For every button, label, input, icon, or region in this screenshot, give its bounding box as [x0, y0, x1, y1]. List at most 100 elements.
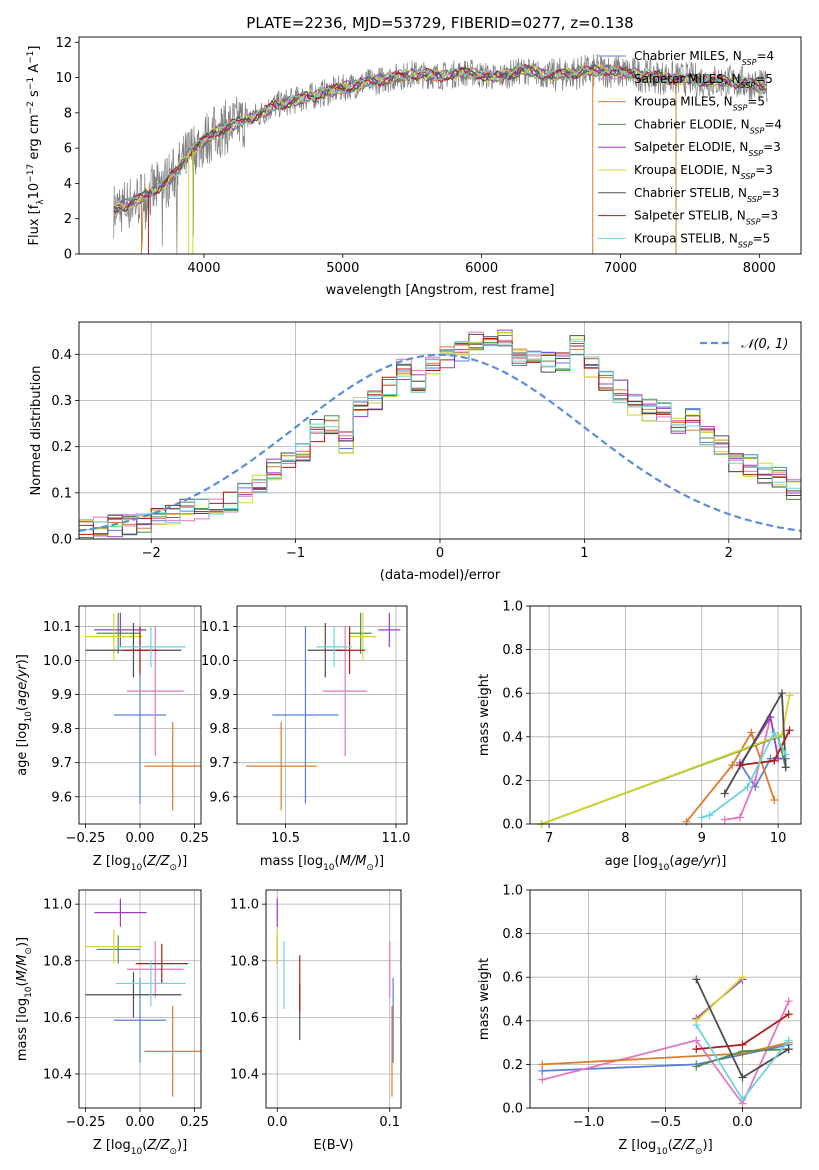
- model-line-salpeter_stelib: [113, 63, 768, 214]
- y-tick-label: 0.4: [502, 1014, 523, 1029]
- x-axis-label-part: 10: [323, 863, 335, 873]
- legend-label-part: =5: [755, 72, 773, 86]
- y-axis-label-part: 10: [27, 183, 42, 200]
- x-axis-label: age [log10(age/yr)]: [605, 854, 727, 873]
- y-axis-label-part: (: [15, 706, 30, 711]
- weight-marker-kroupa_elodie: [738, 973, 747, 982]
- legend-label-part: =5: [747, 95, 765, 109]
- y-tick-label: 0.2: [51, 440, 72, 455]
- x-tick-label: 10: [770, 831, 787, 846]
- y-axis-label-part: ⊙: [24, 947, 34, 955]
- legend-label-sub: SSP: [746, 217, 761, 226]
- legend-label-part: =4: [764, 117, 782, 131]
- y-tick-label: 0.8: [502, 927, 523, 942]
- legend-label-sub: SSP: [747, 194, 762, 203]
- legend-label-sub: SSP: [741, 172, 756, 181]
- x-tick-label: 0: [436, 546, 444, 561]
- y-tick-label: 9.9: [209, 688, 230, 703]
- weight-line-salpeter_miles: [724, 716, 772, 821]
- x-axis-label-part: ⊙: [169, 863, 177, 873]
- y-axis-label-part: −17: [26, 164, 36, 183]
- panel-7: −1.0 −0.5 0.0 0.0 0.2 0.4 0.6 0.8 1.0 Z [log10(Z/…: [477, 884, 802, 1157]
- y-axis-label: mass [log10(M/M⊙)]: [15, 937, 34, 1061]
- x-tick-label: 7000: [604, 261, 637, 276]
- axes-frame: [529, 889, 802, 1109]
- x-tick-label: 4000: [187, 261, 220, 276]
- x-tick-label: 0.0: [267, 1115, 288, 1130]
- y-tick-label: 2: [64, 212, 72, 227]
- x-axis-label-part: age/yr: [674, 854, 717, 869]
- x-axis-label-part: mass [log: [260, 854, 323, 869]
- legend-label: 𝒩(0, 1): [741, 337, 788, 352]
- x-tick-label: 0.1: [379, 1115, 400, 1130]
- x-axis-label-part: 10: [658, 863, 670, 873]
- y-axis-label-part: (: [15, 981, 30, 986]
- weight-marker-salpeter_stelib: [785, 726, 794, 735]
- weight-marker-chabrier_stelib: [777, 689, 786, 698]
- weight-marker-chabrier_elodie: [692, 1062, 701, 1071]
- axes-frame: [236, 605, 408, 825]
- y-axis-label-part: 10: [24, 986, 34, 998]
- y-tick-label: 0.2: [502, 774, 523, 789]
- axes-frame: [78, 321, 802, 540]
- x-axis-label-part: (: [669, 854, 674, 869]
- weight-marker-kroupa_stelib: [743, 782, 752, 791]
- y-tick-label: 4: [64, 177, 72, 192]
- weight-marker-kroupa_stelib: [770, 728, 779, 737]
- x-tick-label: 11.0: [381, 831, 410, 846]
- x-axis-label-part: )]: [703, 1138, 713, 1153]
- legend-label-sub: SSP: [741, 80, 756, 89]
- panel-6: 0.0 0.1 10.4 10.6 10.8 11.0 E(B-V): [230, 889, 402, 1153]
- weight-marker-salpeter_stelib: [770, 756, 779, 765]
- weight-marker-kroupa_miles: [538, 1060, 547, 1069]
- x-axis-label: E(B-V): [313, 1138, 353, 1153]
- y-tick-label: 10.4: [43, 1068, 72, 1083]
- x-tick-label: 8: [621, 831, 629, 846]
- panel-0: 4000 5000 6000 7000 8000 0 2 4 6 8 10 12 PLATE=2236,…: [26, 14, 802, 298]
- legend-label: Chabrier STELIB, NSSP=3: [634, 186, 779, 204]
- y-axis-label: Normed distribution: [29, 366, 44, 496]
- legend-label-part: Kroupa STELIB, N: [634, 231, 738, 245]
- panel-3: 10.5 11.0 9.6 9.7 9.8 9.9 10.0 10.1 mass [log10(…: [201, 605, 410, 873]
- model-line-kroupa_stelib: [113, 64, 768, 216]
- model-line-chabrier_stelib: [113, 64, 768, 212]
- weight-marker-salpeter_miles: [538, 1075, 547, 1084]
- weight-marker-kroupa_miles: [747, 728, 756, 737]
- y-tick-label: 0.2: [502, 1058, 523, 1073]
- y-axis-label: age [log10(age/yr)]: [15, 654, 34, 776]
- x-axis-label: Z [log10(Z/Z⊙)]: [618, 1138, 712, 1157]
- histograms: [79, 329, 801, 539]
- axes-frame: [265, 889, 402, 1109]
- y-tick-label: 0.8: [502, 643, 523, 658]
- x-tick-label: −1.0: [573, 1115, 605, 1130]
- axes-frame: [529, 605, 802, 825]
- weight-marker-salpeter_stelib: [735, 761, 744, 770]
- x-tick-label: 5000: [326, 261, 359, 276]
- y-tick-label: 0.3: [51, 394, 72, 409]
- y-tick-label: 10.6: [230, 1011, 259, 1026]
- y-tick-label: 9.8: [209, 722, 230, 737]
- weight-marker-chabrier_stelib: [781, 763, 790, 772]
- model-line-chabrier_elodie: [113, 63, 768, 213]
- legend-label-sub: SSP: [750, 126, 765, 135]
- x-tick-label: 0.00: [126, 1115, 155, 1130]
- x-axis-label: wavelength [Angstrom, rest frame]: [326, 283, 555, 298]
- x-tick-label: 7: [545, 831, 553, 846]
- y-tick-label: 8: [64, 106, 72, 121]
- x-axis-label-part: ⊙: [695, 1147, 703, 1157]
- y-axis-label-part: mass [log: [15, 998, 30, 1061]
- weight-marker-salpeter_miles: [720, 815, 729, 824]
- y-tick-label: 1.0: [502, 600, 523, 615]
- hist-chabrier_stelib: [79, 333, 801, 539]
- legend-label-part: Kroupa ELODIE, N: [634, 163, 741, 177]
- y-tick-label: 9.7: [209, 756, 230, 771]
- x-axis-label-part: (: [668, 1138, 673, 1153]
- axes-frame: [78, 36, 802, 255]
- legend-label-part: =3: [760, 209, 778, 223]
- x-axis-label-part: age [log: [605, 854, 658, 869]
- weight-marker-salpeter_stelib: [784, 1010, 793, 1019]
- legend-label-part: Kroupa MILES, N: [634, 95, 733, 109]
- x-axis-label-part: Z [log: [93, 1138, 131, 1153]
- x-tick-label: −1: [286, 546, 305, 561]
- x-axis-label-part: M/M: [340, 854, 367, 869]
